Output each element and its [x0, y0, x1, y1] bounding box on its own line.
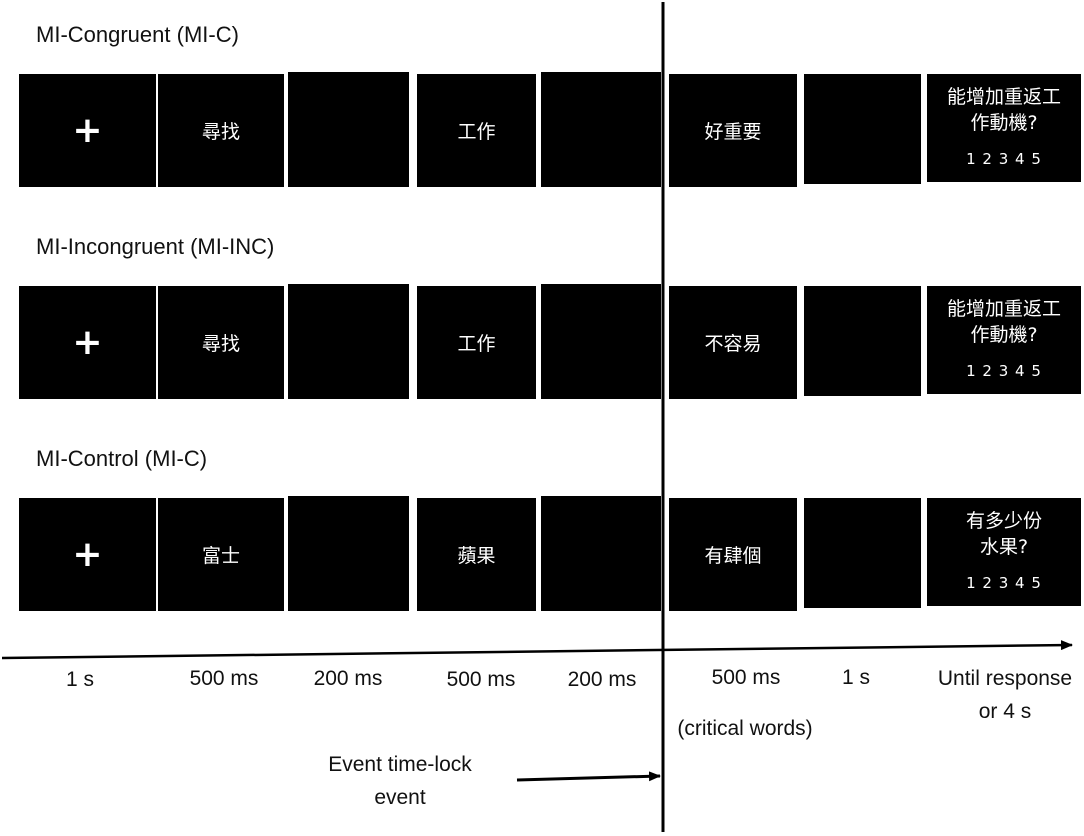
rating-scale: 1 2 3 4 5: [966, 150, 1042, 168]
blank-screen: [288, 496, 409, 611]
blank-screen: [804, 498, 921, 608]
critical-words-note: (critical words): [677, 717, 813, 740]
question-line: 能增加重返工: [946, 298, 1061, 320]
duration-label: 200 ms: [313, 667, 383, 690]
event-label: Event time-lock: [328, 753, 472, 776]
critical-word: 有肆個: [669, 498, 797, 611]
question-screen: 能增加重返工 作動機? 1 2 3 4 5: [927, 286, 1081, 394]
blank-screen: [804, 74, 921, 184]
duration-label: 1 s: [841, 666, 870, 689]
question-line: 有多少份: [965, 510, 1042, 532]
duration-label: 500 ms: [446, 668, 516, 691]
condition-title-congruent: MI-Congruent (MI-C): [36, 22, 239, 47]
final-duration-label: Until response: [937, 667, 1073, 690]
rating-scale: 1 2 3 4 5: [966, 574, 1042, 592]
stimulus-word: 尋找: [158, 286, 284, 399]
condition-title-incongruent: MI-Incongruent (MI-INC): [36, 234, 275, 259]
question-line: 作動機?: [970, 324, 1038, 346]
question-screen: 有多少份 水果? 1 2 3 4 5: [927, 498, 1081, 606]
event-arrow: [516, 771, 661, 782]
blank-screen: [541, 72, 661, 187]
stimulus-word: 工作: [417, 74, 536, 187]
fixation-cross: +: [19, 286, 156, 399]
blank-screen: [541, 496, 661, 611]
stimulus-word: 富士: [158, 498, 284, 611]
question-line: 能增加重返工: [946, 86, 1061, 108]
question-screen: 能增加重返工 作動機? 1 2 3 4 5: [927, 74, 1081, 182]
stimulus-word: 尋找: [158, 74, 284, 187]
blank-screen: [288, 284, 409, 399]
blank-screen: [804, 286, 921, 396]
stimulus-word: 工作: [417, 286, 536, 399]
duration-label: 500 ms: [711, 666, 781, 689]
time-axis-arrow: [1, 640, 1073, 660]
final-duration-label: or 4 s: [978, 700, 1032, 723]
stimulus-word: 蘋果: [417, 498, 536, 611]
blank-screen: [288, 72, 409, 187]
condition-title-control: MI-Control (MI-C): [36, 446, 208, 471]
rating-scale: 1 2 3 4 5: [966, 362, 1042, 380]
question-line: 作動機?: [970, 112, 1038, 134]
duration-label: 200 ms: [567, 668, 637, 691]
fixation-cross: +: [19, 498, 156, 611]
question-line: 水果?: [979, 536, 1029, 558]
event-label: event: [374, 786, 426, 809]
critical-word: 不容易: [669, 286, 797, 399]
duration-label: 1 s: [65, 668, 94, 691]
blank-screen: [541, 284, 661, 399]
critical-word: 好重要: [669, 74, 797, 187]
fixation-cross: +: [19, 74, 156, 187]
duration-label: 500 ms: [189, 667, 259, 690]
